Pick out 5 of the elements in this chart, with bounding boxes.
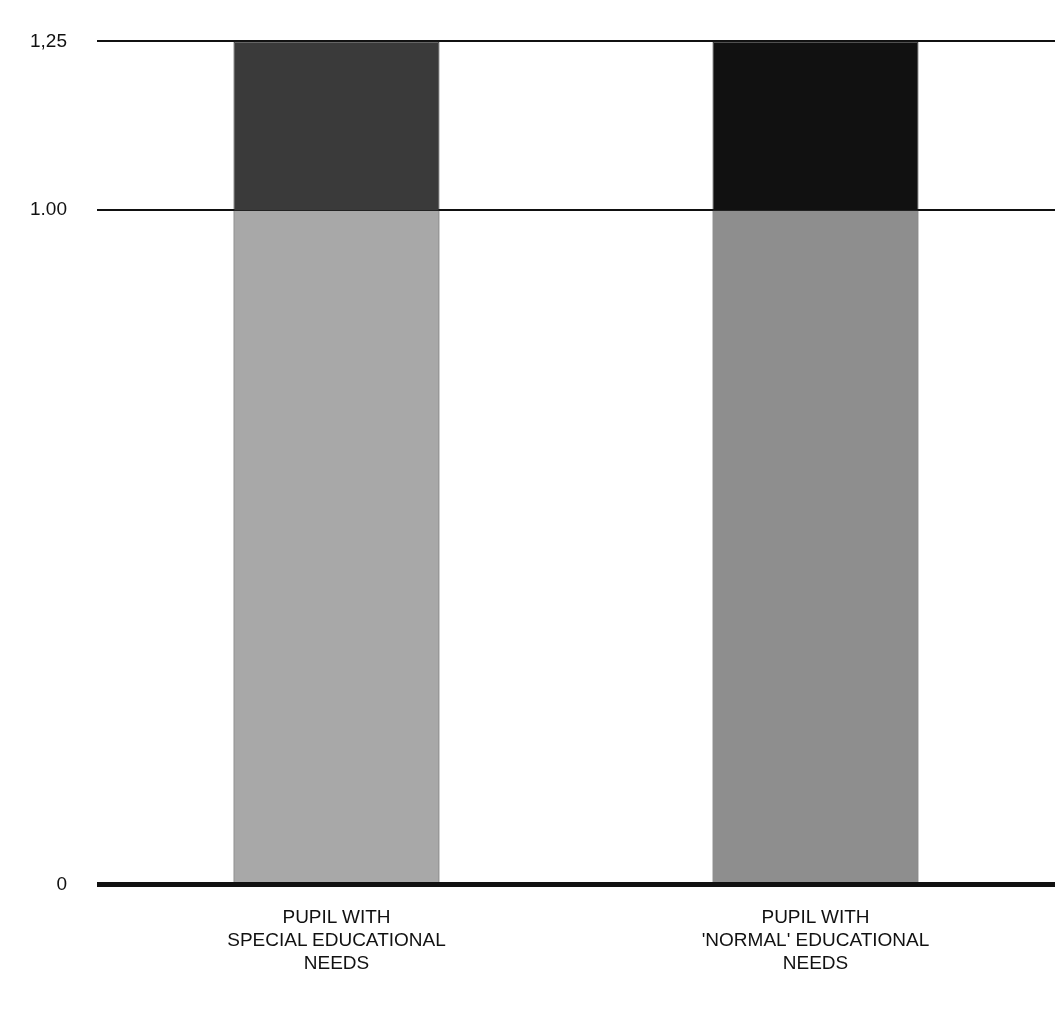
y-tick-label: 1,25 bbox=[30, 29, 67, 51]
x-tick-label: PUPIL WITH 'NORMAL' EDUCATIONAL NEEDS bbox=[701, 906, 930, 973]
y-tick-label: 1.00 bbox=[30, 198, 67, 220]
y-tick-label: 0 bbox=[56, 872, 67, 894]
x-tick-label: PUPIL WITH SPECIAL EDUCATIONAL NEEDS bbox=[227, 906, 446, 973]
